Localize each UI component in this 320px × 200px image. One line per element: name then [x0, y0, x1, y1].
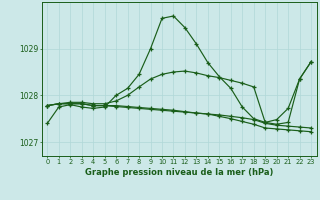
X-axis label: Graphe pression niveau de la mer (hPa): Graphe pression niveau de la mer (hPa)	[85, 168, 273, 177]
